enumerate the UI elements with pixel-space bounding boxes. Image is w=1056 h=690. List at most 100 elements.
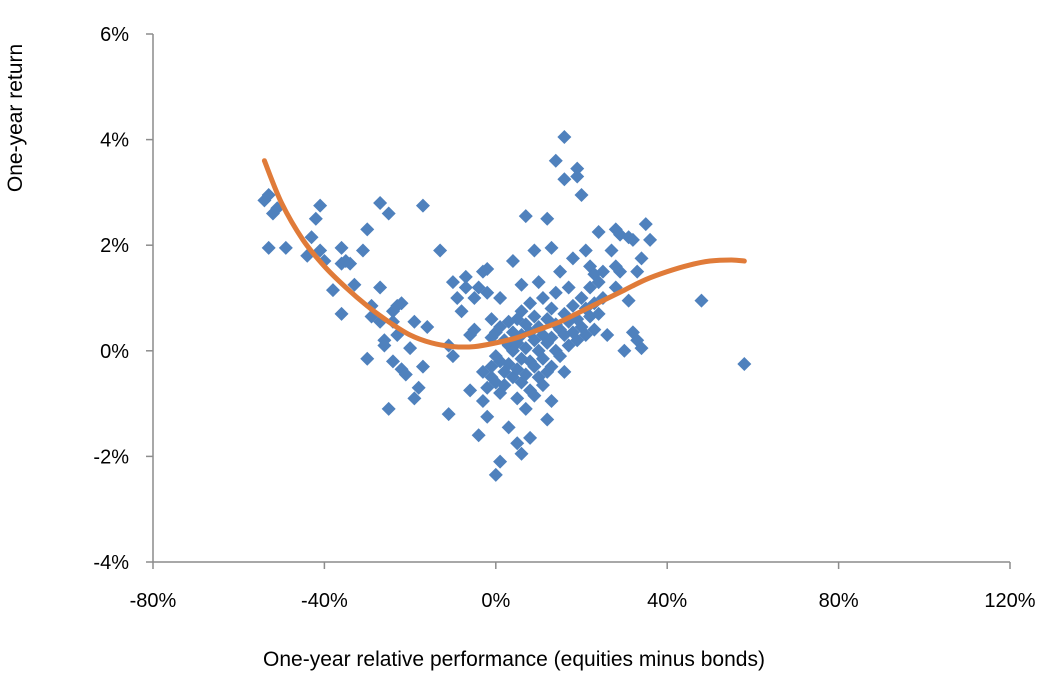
scatter-point	[527, 359, 542, 374]
scatter-point	[445, 275, 460, 290]
scatter-point	[355, 243, 370, 258]
scatter-point	[261, 240, 276, 255]
scatter-point	[591, 275, 606, 290]
scatter-point	[493, 291, 508, 305]
scatter-point	[544, 330, 559, 345]
scatter-point	[617, 343, 632, 358]
scatter-point	[334, 240, 349, 255]
scatter-point	[565, 251, 580, 266]
scatter-point	[527, 243, 542, 258]
scatter-point	[613, 264, 628, 279]
scatter-point	[557, 364, 572, 379]
scatter-point	[313, 198, 328, 213]
scatter-point	[510, 391, 525, 406]
scatter-point	[343, 256, 358, 271]
x-tick-label: 80%	[819, 590, 859, 612]
scatter-point	[737, 357, 752, 371]
scatter-point	[510, 436, 525, 451]
scatter-point	[604, 243, 619, 258]
scatter-point	[587, 322, 602, 337]
scatter-point	[420, 320, 435, 335]
scatter-point	[630, 264, 645, 279]
scatter-point	[480, 261, 495, 276]
scatter-point	[484, 312, 499, 327]
scatter-point	[471, 428, 486, 443]
x-tick-label: 0%	[481, 590, 510, 612]
scatter-point	[544, 301, 559, 316]
scatter-point	[505, 254, 520, 269]
scatter-point	[557, 172, 572, 187]
x-tick-label: 40%	[647, 590, 687, 612]
scatter-point	[591, 306, 606, 321]
scatter-point	[527, 388, 542, 403]
scatter-point	[360, 351, 375, 366]
scatter-point	[540, 211, 555, 226]
scatter-point	[450, 291, 465, 305]
scatter-point	[373, 195, 388, 210]
scatter-point	[458, 269, 473, 284]
scatter-point	[514, 277, 529, 292]
x-tick-label: -40%	[301, 590, 348, 612]
scatter-point	[570, 169, 585, 184]
axes	[152, 34, 1010, 563]
y-tick-label: -2%	[93, 446, 129, 468]
scatter-point	[557, 129, 572, 144]
scatter-point	[621, 293, 636, 308]
scatter-point	[565, 298, 580, 313]
scatter-point	[548, 285, 563, 300]
scatter-point	[458, 280, 473, 295]
scatter-point	[634, 251, 649, 266]
y-tick-label: 0%	[100, 341, 129, 363]
scatter-point	[304, 230, 319, 245]
scatter-point	[578, 243, 593, 258]
scatter-point	[441, 407, 456, 422]
scatter-point	[595, 264, 610, 279]
scatter-point	[501, 420, 516, 435]
scatter-point	[518, 341, 533, 356]
y-tick-label: 2%	[100, 235, 129, 257]
x-tick-label: 120%	[984, 590, 1035, 612]
scatter-point	[523, 430, 538, 445]
scatter-point	[313, 243, 328, 258]
scatter-point	[527, 309, 542, 324]
scatter-point	[591, 225, 606, 239]
scatter-point	[544, 240, 559, 255]
y-tick-label: -4%	[93, 552, 129, 574]
scatter-point	[574, 188, 589, 203]
scatter-point	[574, 291, 589, 305]
scatter-point	[540, 412, 555, 427]
scatter-point	[501, 314, 516, 329]
scatter-point	[544, 359, 559, 374]
scatter-point	[445, 349, 460, 364]
scatter-point	[488, 467, 503, 482]
scatter-point	[553, 349, 568, 364]
scatter-point	[467, 291, 482, 305]
y-tick-label: 6%	[100, 24, 129, 46]
scatter-point	[377, 338, 392, 353]
scatter-point	[634, 341, 649, 356]
scatter-point	[407, 391, 422, 406]
scatter-point	[600, 327, 615, 342]
scatter-point	[535, 291, 550, 305]
scatter-points	[257, 129, 752, 482]
scatter-point	[493, 454, 508, 469]
scatter-point	[394, 296, 409, 311]
scatter-point	[625, 232, 640, 247]
scatter-point	[523, 296, 538, 311]
scatter-point	[360, 222, 375, 237]
scatter-point	[347, 277, 362, 292]
scatter-point	[261, 188, 276, 203]
scatter-point	[514, 446, 529, 461]
scatter-point	[514, 304, 529, 319]
scatter-point	[544, 393, 559, 408]
scatter-point	[535, 351, 550, 366]
scatter-point	[415, 198, 430, 213]
scatter-point	[278, 240, 293, 255]
scatter-point	[398, 367, 413, 382]
scatter-point	[638, 217, 653, 232]
scatter-point	[480, 409, 495, 424]
scatter-point	[381, 401, 396, 416]
trendline	[261, 158, 747, 350]
scatter-point	[535, 378, 550, 393]
